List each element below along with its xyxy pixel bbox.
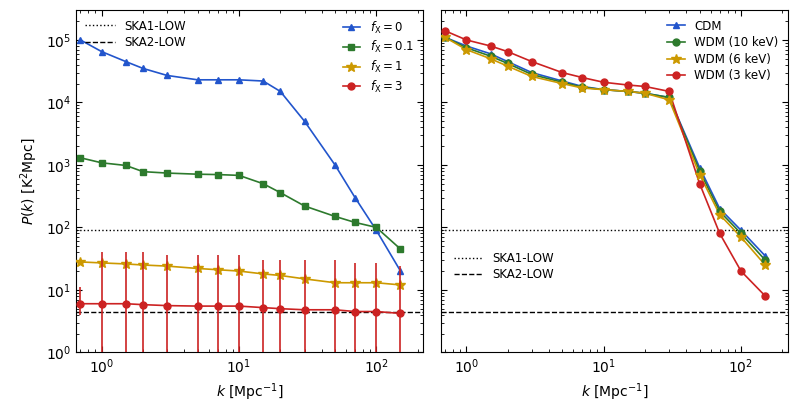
X-axis label: $k$ [Mpc$^{-1}$]: $k$ [Mpc$^{-1}$] (581, 382, 648, 403)
Y-axis label: $P(k)$ [K$^2$Mpc]: $P(k)$ [K$^2$Mpc] (18, 137, 40, 225)
Legend: CDM, WDM (10 keV), WDM (6 keV), WDM (3 keV): CDM, WDM (10 keV), WDM (6 keV), WDM (3 k… (664, 16, 782, 86)
Legend: $f_{\rm X} = 0$, $f_{\rm X} = 0.1$, $f_{\rm X} = 1$, $f_{\rm X} = 3$: $f_{\rm X} = 0$, $f_{\rm X} = 0.1$, $f_{… (339, 16, 418, 98)
X-axis label: $k$ [Mpc$^{-1}$]: $k$ [Mpc$^{-1}$] (216, 382, 283, 403)
